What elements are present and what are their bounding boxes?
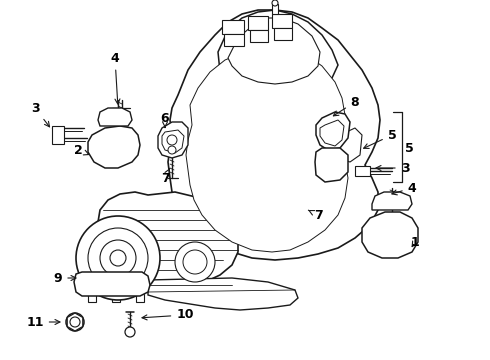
Text: 11: 11 xyxy=(26,315,60,328)
Circle shape xyxy=(183,250,207,274)
Polygon shape xyxy=(362,212,418,258)
Polygon shape xyxy=(74,272,150,296)
Circle shape xyxy=(88,228,148,288)
Polygon shape xyxy=(336,128,362,162)
Circle shape xyxy=(125,327,135,337)
Text: 7: 7 xyxy=(161,168,170,185)
Polygon shape xyxy=(162,130,184,153)
Polygon shape xyxy=(355,166,370,176)
Polygon shape xyxy=(250,30,268,42)
Text: 3: 3 xyxy=(31,102,49,127)
Circle shape xyxy=(167,135,177,145)
Polygon shape xyxy=(274,28,292,40)
Polygon shape xyxy=(224,34,244,46)
Text: 6: 6 xyxy=(161,112,170,127)
Circle shape xyxy=(175,242,215,282)
Text: 9: 9 xyxy=(54,271,76,284)
Circle shape xyxy=(66,313,84,331)
Polygon shape xyxy=(88,126,140,168)
Polygon shape xyxy=(222,20,244,34)
Polygon shape xyxy=(112,294,120,302)
Polygon shape xyxy=(316,112,350,150)
Polygon shape xyxy=(158,122,188,158)
Polygon shape xyxy=(98,108,132,126)
Polygon shape xyxy=(372,192,412,210)
Text: 10: 10 xyxy=(142,309,194,321)
Polygon shape xyxy=(98,192,238,285)
Circle shape xyxy=(100,240,136,276)
Polygon shape xyxy=(186,48,348,252)
Text: 4: 4 xyxy=(111,51,120,104)
Polygon shape xyxy=(148,278,298,310)
Circle shape xyxy=(272,0,278,6)
Text: 5: 5 xyxy=(405,141,414,154)
Text: 8: 8 xyxy=(333,95,359,116)
Polygon shape xyxy=(272,4,278,14)
Polygon shape xyxy=(168,10,380,260)
Circle shape xyxy=(76,216,160,300)
Text: 4: 4 xyxy=(392,181,416,195)
Polygon shape xyxy=(88,294,96,302)
Polygon shape xyxy=(248,16,268,30)
Circle shape xyxy=(70,317,80,327)
Text: 1: 1 xyxy=(411,235,419,248)
Polygon shape xyxy=(320,120,344,146)
Text: 5: 5 xyxy=(364,129,396,148)
Polygon shape xyxy=(52,126,64,144)
Text: 7: 7 xyxy=(308,208,322,221)
Polygon shape xyxy=(272,14,292,28)
Polygon shape xyxy=(315,148,348,182)
Text: 2: 2 xyxy=(74,144,89,157)
Text: 3: 3 xyxy=(376,162,409,175)
Circle shape xyxy=(110,250,126,266)
Circle shape xyxy=(168,146,176,154)
Polygon shape xyxy=(136,294,144,302)
Polygon shape xyxy=(218,10,338,96)
Polygon shape xyxy=(67,313,83,331)
Polygon shape xyxy=(228,18,320,84)
